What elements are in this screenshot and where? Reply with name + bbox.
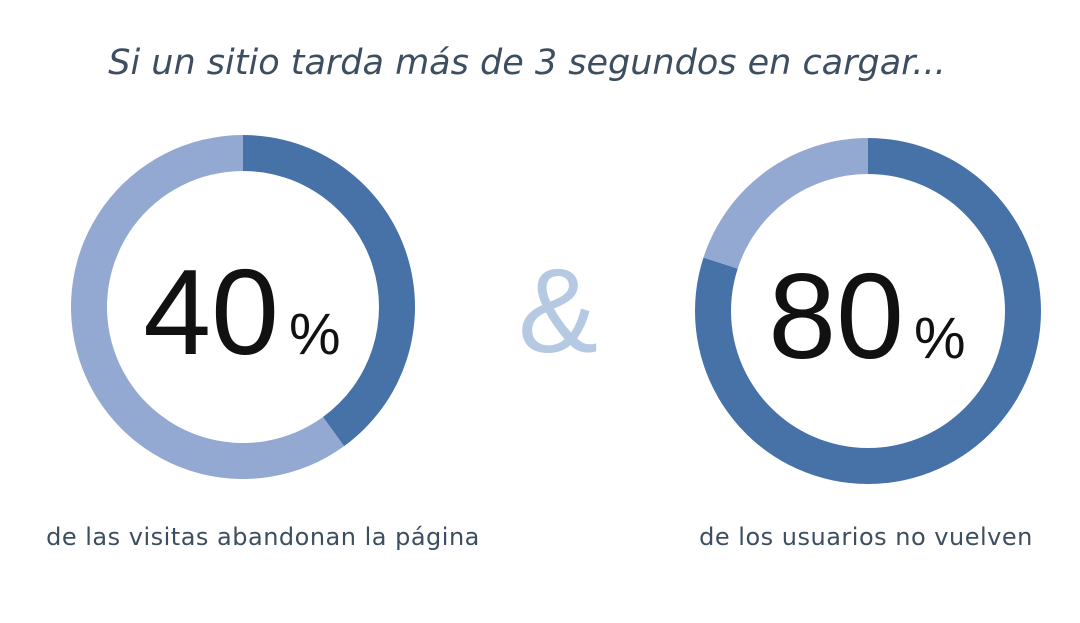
center-unit: % (914, 306, 966, 371)
center-unit: % (289, 302, 341, 367)
caption: de las visitas abandonan la página (46, 523, 480, 551)
center-value: 80 (768, 248, 904, 384)
caption: de los usuarios no vuelven (699, 523, 1033, 551)
donut-segment (703, 138, 868, 269)
connector: & (518, 244, 598, 378)
donut-segment (243, 135, 415, 447)
center-value: 40 (143, 244, 279, 380)
title: Si un sitio tarda más de 3 segundos en c… (108, 43, 946, 83)
donut-segment (71, 135, 345, 479)
